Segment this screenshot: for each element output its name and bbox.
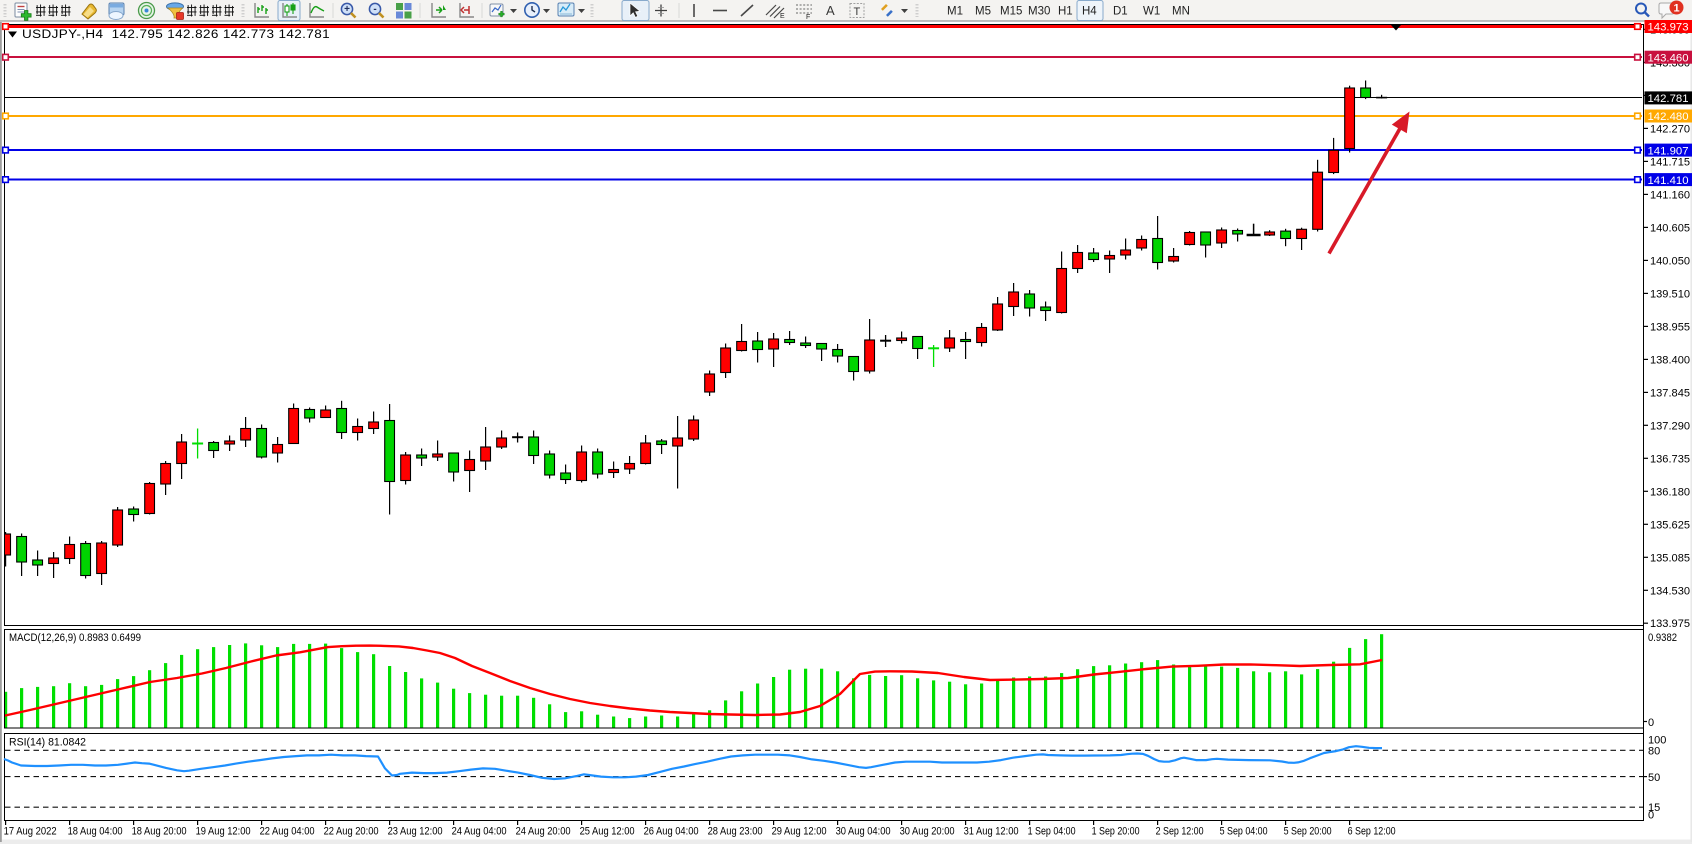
svg-text:0.9382: 0.9382 [1648,632,1677,644]
svg-text:142.270: 142.270 [1650,123,1690,135]
svg-text:M30: M30 [1028,6,1050,18]
svg-text:29 Aug 12:00: 29 Aug 12:00 [772,826,827,838]
svg-text:133.975: 133.975 [1650,618,1690,630]
svg-text:138.400: 138.400 [1650,354,1690,366]
svg-text:RSI(14) 81.0842: RSI(14) 81.0842 [9,737,86,749]
svg-text:142.781: 142.781 [1648,93,1689,105]
svg-text:28 Aug 23:00: 28 Aug 23:00 [708,826,763,838]
svg-text:141.410: 141.410 [1648,175,1689,187]
svg-text:137.845: 137.845 [1650,387,1690,399]
svg-text:-: - [373,4,376,15]
svg-text:H1: H1 [1058,6,1073,18]
svg-text:143.460: 143.460 [1648,52,1689,64]
svg-text:MACD(12,26,9) 0.8983 0.6499: MACD(12,26,9) 0.8983 0.6499 [9,632,141,644]
svg-text:M15: M15 [1000,6,1022,18]
svg-text:15: 15 [1648,802,1660,814]
svg-text:1 Sep 20:00: 1 Sep 20:00 [1092,826,1140,838]
svg-text:139.510: 139.510 [1650,288,1690,300]
svg-text:A: A [826,3,835,18]
svg-text:2 Sep 12:00: 2 Sep 12:00 [1156,826,1204,838]
svg-text:140.605: 140.605 [1650,222,1690,234]
svg-text:18 Aug 04:00: 18 Aug 04:00 [68,826,123,838]
svg-text:5 Sep 20:00: 5 Sep 20:00 [1284,826,1332,838]
svg-text:+: + [344,4,350,15]
svg-text:5 Sep 04:00: 5 Sep 04:00 [1220,826,1268,838]
svg-text:M1: M1 [947,6,963,18]
svg-text:137.290: 137.290 [1650,420,1690,432]
svg-text:136.735: 136.735 [1650,453,1690,465]
svg-text:1: 1 [1674,3,1680,15]
svg-text:134.530: 134.530 [1650,585,1690,597]
svg-text:25 Aug 12:00: 25 Aug 12:00 [580,826,635,838]
svg-text:1 Sep 04:00: 1 Sep 04:00 [1028,826,1076,838]
svg-text:50: 50 [1648,772,1660,784]
svg-text:141.160: 141.160 [1650,189,1690,201]
svg-text:E: E [780,13,785,20]
svg-text:M5: M5 [975,6,991,18]
svg-text:0: 0 [1648,717,1654,729]
svg-text:31 Aug 12:00: 31 Aug 12:00 [964,826,1019,838]
svg-text:W1: W1 [1143,6,1160,18]
svg-text:22 Aug 20:00: 22 Aug 20:00 [324,826,379,838]
svg-text:USDJPY-,H4 142.795 142.826 14: USDJPY-,H4 142.795 142.826 142.773 142.7… [22,27,330,41]
svg-text:135.085: 135.085 [1650,552,1690,564]
svg-text:H4: H4 [1082,6,1097,18]
svg-text:19 Aug 12:00: 19 Aug 12:00 [196,826,251,838]
svg-text:142.480: 142.480 [1648,111,1689,123]
svg-text:24 Aug 04:00: 24 Aug 04:00 [452,826,507,838]
svg-text:143.973: 143.973 [1648,22,1689,34]
svg-text:136.180: 136.180 [1650,486,1690,498]
svg-text:24 Aug 20:00: 24 Aug 20:00 [516,826,571,838]
svg-text:D1: D1 [1113,6,1128,18]
svg-text:0: 0 [1648,810,1654,822]
svg-text:30 Aug 20:00: 30 Aug 20:00 [900,826,955,838]
svg-text:17 Aug 2022: 17 Aug 2022 [4,826,57,838]
svg-text:F: F [806,14,810,21]
svg-text:T: T [854,6,861,18]
svg-text:MN: MN [1172,6,1190,18]
svg-text:22 Aug 04:00: 22 Aug 04:00 [260,826,315,838]
svg-text:140.050: 140.050 [1650,255,1690,267]
svg-text:80: 80 [1648,745,1660,757]
svg-text:141.907: 141.907 [1648,145,1689,157]
svg-text:30 Aug 04:00: 30 Aug 04:00 [836,826,891,838]
svg-text:141.715: 141.715 [1650,156,1690,168]
svg-text:138.955: 138.955 [1650,321,1690,333]
svg-text:26 Aug 04:00: 26 Aug 04:00 [644,826,699,838]
svg-text:135.625: 135.625 [1650,519,1690,531]
svg-text:6 Sep 12:00: 6 Sep 12:00 [1348,826,1396,838]
svg-text:23 Aug 12:00: 23 Aug 12:00 [388,826,443,838]
svg-text:100: 100 [1648,735,1666,747]
svg-text:18 Aug 20:00: 18 Aug 20:00 [132,826,187,838]
